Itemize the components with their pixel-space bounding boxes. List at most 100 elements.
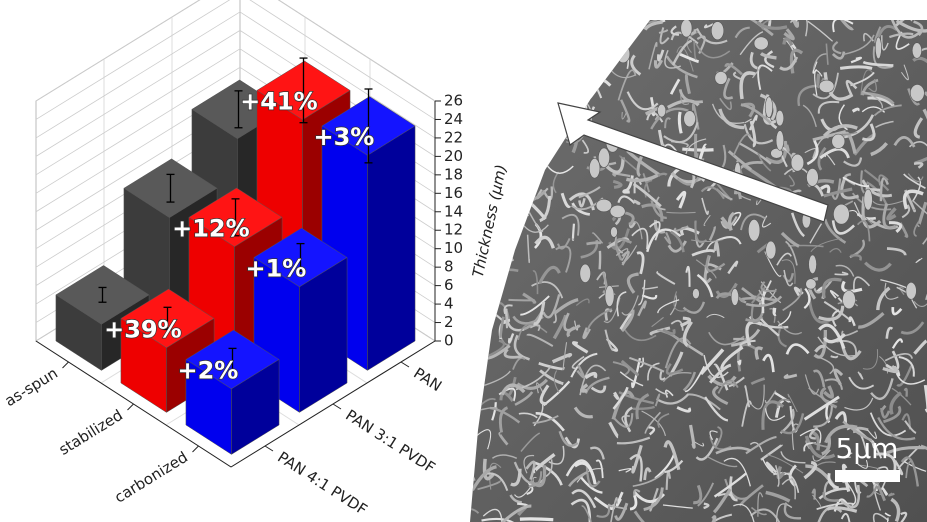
- z-tick-label: 10: [444, 239, 463, 257]
- bead: [910, 84, 924, 101]
- bead: [906, 282, 916, 299]
- fiber: [574, 21, 597, 33]
- fiber: [503, 200, 517, 216]
- fiber: [521, 166, 531, 178]
- fiber: [679, 112, 681, 133]
- fiber: [502, 90, 512, 113]
- fiber: [464, 432, 471, 446]
- fiber: [512, 37, 535, 50]
- bead: [589, 158, 600, 178]
- fiber: [476, 307, 483, 320]
- z-tick-label: 22: [444, 128, 463, 146]
- fiber: [481, 89, 489, 111]
- fiber: [593, 40, 604, 56]
- fiber: [455, 358, 475, 363]
- bead: [580, 264, 591, 282]
- fiber: [500, 55, 526, 61]
- fiber: [504, 43, 528, 67]
- fiber: [469, 34, 482, 50]
- bead: [809, 255, 817, 274]
- fiber: [538, 30, 550, 51]
- series-label: stabilized: [56, 406, 126, 459]
- z-tick-label: 2: [444, 313, 454, 331]
- fiber: [582, 6, 605, 15]
- fiber: [563, 21, 571, 35]
- bead: [616, 45, 629, 63]
- fiber: [559, 27, 561, 33]
- bead: [748, 219, 760, 241]
- z-tick-label: 8: [444, 258, 454, 276]
- fiber: [586, 243, 601, 244]
- fiber: [481, 306, 482, 310]
- fiber: [520, 119, 553, 134]
- fiber: [544, 55, 552, 62]
- fiber: [572, 74, 580, 88]
- bead: [776, 110, 784, 126]
- fiber: [900, 12, 913, 21]
- fiber: [465, 42, 473, 49]
- z-tick-label: 20: [444, 147, 463, 165]
- bead: [681, 19, 692, 37]
- series-tick: [193, 446, 199, 452]
- fiber: [492, 67, 509, 89]
- fiber: [696, 134, 698, 158]
- fiber: [480, 38, 495, 46]
- fiber: [478, 298, 491, 319]
- bead: [754, 37, 768, 50]
- bead: [819, 80, 834, 93]
- fiber: [508, 123, 523, 138]
- fiber: [454, 470, 470, 485]
- fiber: [534, 140, 539, 145]
- fiber: [477, 109, 489, 136]
- fiber: [827, 0, 843, 16]
- z-tick-label: 14: [444, 202, 463, 220]
- fiber: [525, 32, 528, 49]
- fiber: [493, 254, 513, 264]
- bead: [912, 43, 922, 59]
- bead: [611, 227, 618, 238]
- fiber: [488, 78, 520, 95]
- category-tick: [401, 362, 409, 367]
- fiber: [464, 430, 470, 447]
- annotation: +2%: [177, 356, 238, 384]
- bead: [832, 134, 845, 148]
- fiber: [470, 477, 474, 481]
- bead: [684, 111, 696, 127]
- fiber: [470, 177, 481, 200]
- fiber: [578, 29, 604, 47]
- fiber: [478, 328, 487, 338]
- bead: [731, 288, 739, 305]
- fiber: [494, 20, 516, 41]
- z-tick-label: 4: [444, 295, 454, 313]
- fiber: [515, 31, 520, 48]
- fiber: [561, 35, 577, 51]
- figure: 02468101214161820222426Thickness (µm)PAN…: [0, 0, 927, 522]
- fiber: [889, 493, 894, 495]
- bead: [610, 205, 625, 217]
- bead: [598, 148, 609, 168]
- bead: [692, 288, 699, 298]
- series-tick: [63, 362, 69, 368]
- fiber: [840, 67, 872, 69]
- annotation: +12%: [172, 214, 250, 242]
- scale-bar: [835, 470, 900, 482]
- bar-face: [367, 126, 415, 370]
- fiber: [464, 395, 474, 403]
- fiber: [498, 15, 500, 29]
- bead: [711, 22, 723, 40]
- fiber: [480, 323, 491, 332]
- fiber: [594, 32, 614, 43]
- series-tick: [128, 404, 134, 410]
- scale-bar-label: 5µm: [836, 432, 899, 465]
- fiber: [520, 519, 553, 520]
- z-axis-title: Thickness (µm): [469, 163, 510, 279]
- series-label: carbonized: [111, 448, 191, 507]
- bead: [776, 131, 784, 151]
- category-label: PAN 3:1 PVDF: [342, 406, 438, 477]
- bead: [806, 279, 817, 289]
- fiber: [496, 0, 502, 24]
- fiber: [514, 77, 544, 101]
- z-tick-label: 18: [444, 165, 463, 183]
- fiber: [521, 160, 542, 180]
